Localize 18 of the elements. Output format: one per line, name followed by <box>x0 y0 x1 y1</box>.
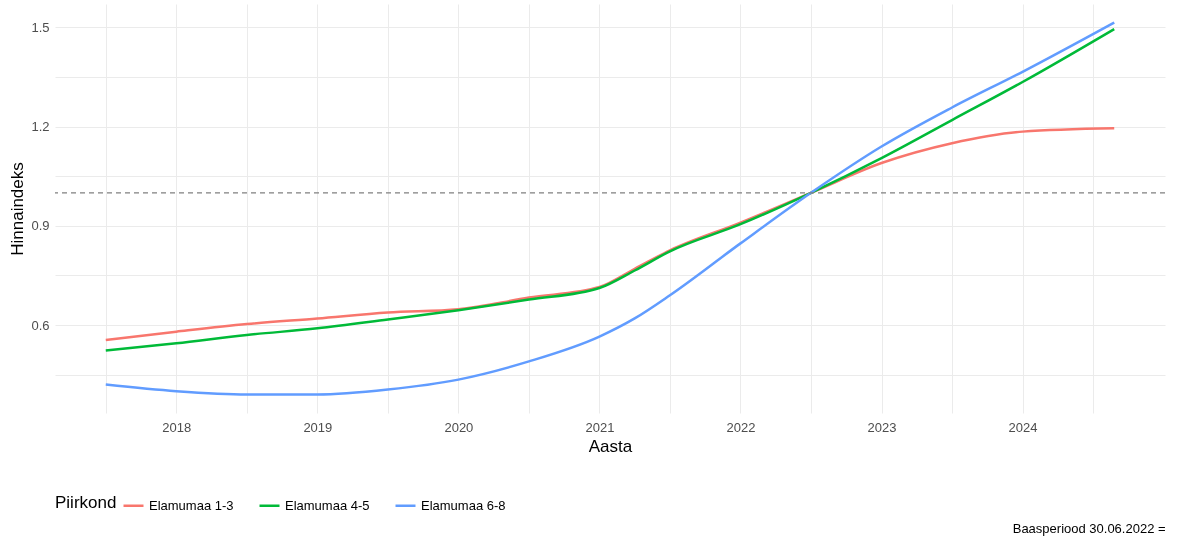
y-tick-label: 1.5 <box>31 19 50 35</box>
text: Baasperiood 30.06.2022 = <box>1012 521 1166 536</box>
y-tick-label: 1.2 <box>31 119 50 135</box>
y-tick-label: 0.9 <box>31 218 50 234</box>
x-tick-label: 2018 <box>162 419 192 435</box>
x-axis-title: Aasta <box>588 436 633 456</box>
x-tick-label: 2024 <box>1008 419 1038 435</box>
y-tick-label: 0.6 <box>31 317 50 333</box>
x-tick-label: 2020 <box>444 419 474 435</box>
x-tick-label: 2021 <box>585 419 615 435</box>
x-tick-label: 2022 <box>726 419 756 435</box>
x-tick-label: 2023 <box>867 419 897 435</box>
legend-label: Elamumaa 4-5 <box>285 497 370 513</box>
y-axis-title: Hinnaindeks <box>8 162 28 256</box>
x-tick-label: 2019 <box>303 419 333 435</box>
legend-title: Piirkond <box>55 493 117 512</box>
legend-label: Elamumaa 6-8 <box>421 497 506 513</box>
legend-label: Elamumaa 1-3 <box>149 497 234 513</box>
